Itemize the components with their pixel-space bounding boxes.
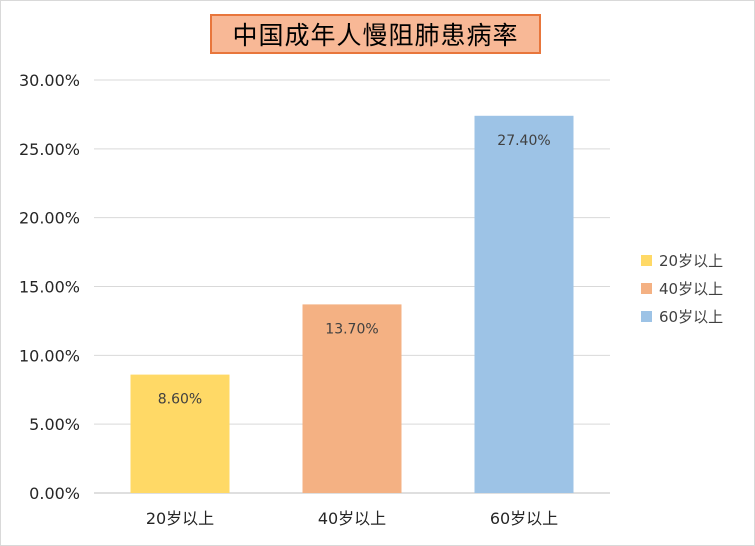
legend-label: 40岁以上 — [659, 280, 723, 298]
bar — [474, 115, 574, 493]
bar — [302, 304, 402, 493]
legend-label: 60岁以上 — [659, 308, 723, 326]
x-tick-label: 20岁以上 — [146, 509, 214, 528]
y-tick-label: 15.00% — [19, 278, 80, 297]
y-tick-label: 5.00% — [29, 415, 80, 434]
y-tick-label: 20.00% — [19, 209, 80, 228]
legend-label: 20岁以上 — [659, 252, 723, 270]
x-tick-label: 40岁以上 — [318, 509, 386, 528]
x-tick-label: 60岁以上 — [490, 509, 558, 528]
legend-swatch — [641, 255, 652, 266]
data-label: 13.70% — [325, 321, 378, 337]
data-label: 27.40% — [497, 133, 550, 149]
y-tick-label: 0.00% — [29, 484, 80, 503]
y-tick-label: 25.00% — [19, 140, 80, 159]
y-tick-label: 30.00% — [19, 71, 80, 90]
chart-title: 中国成年人慢阻肺患病率 — [210, 14, 541, 54]
bar — [130, 374, 230, 493]
data-label: 8.60% — [158, 392, 202, 408]
legend-swatch — [641, 311, 652, 322]
legend-swatch — [641, 283, 652, 294]
y-tick-label: 10.00% — [19, 346, 80, 365]
